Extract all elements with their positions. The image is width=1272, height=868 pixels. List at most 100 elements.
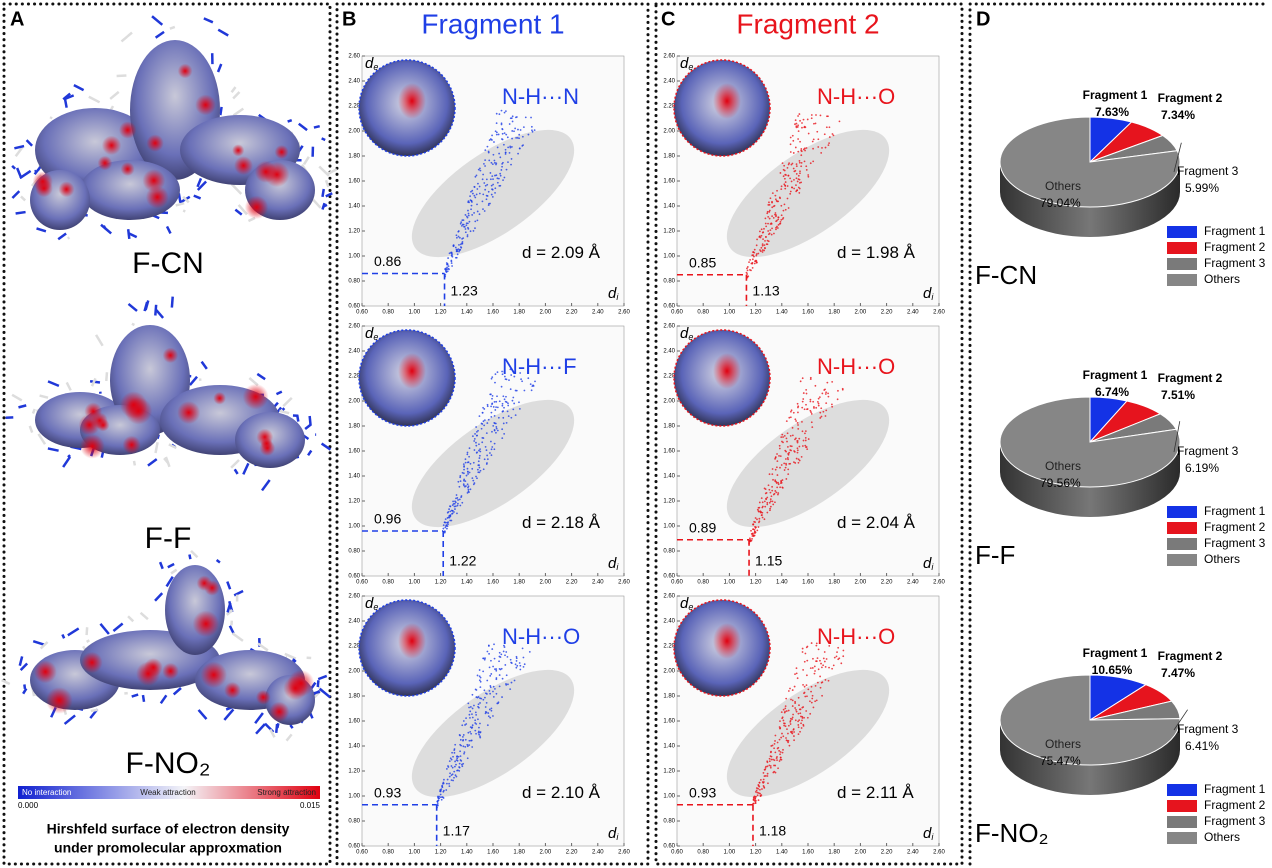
point: [534, 129, 536, 131]
point: [798, 733, 800, 735]
point: [479, 186, 481, 188]
legend-swatch: [1167, 258, 1197, 270]
x-tick-label: 2.20: [881, 850, 893, 856]
point: [472, 724, 474, 726]
contact-spot: [97, 419, 110, 432]
point: [494, 175, 496, 177]
point: [471, 205, 473, 207]
point: [518, 401, 520, 403]
slice-label: Fragment 3: [1177, 164, 1239, 178]
point: [783, 720, 785, 722]
point: [782, 217, 784, 219]
point: [507, 402, 509, 404]
point: [755, 802, 757, 804]
bond: [262, 480, 270, 490]
x-tick-label: 1.20: [750, 310, 762, 316]
point: [503, 144, 505, 146]
point: [522, 136, 524, 138]
point: [793, 450, 795, 452]
point: [475, 714, 477, 716]
point: [811, 421, 813, 423]
y-tick-label: 0.60: [348, 574, 360, 580]
point: [767, 216, 769, 218]
point: [764, 506, 766, 508]
point: [817, 682, 819, 684]
point: [785, 181, 787, 183]
slice-value: 79.04%: [1040, 196, 1081, 210]
point: [467, 468, 469, 470]
y-tick-label: 1.80: [348, 154, 360, 160]
point: [799, 162, 801, 164]
point: [771, 486, 773, 488]
point: [765, 225, 767, 227]
point: [757, 510, 759, 512]
point: [492, 163, 494, 165]
y-tick-label: 1.20: [663, 769, 675, 775]
x-tick-label: 1.60: [802, 850, 814, 856]
de-value: 0.85: [689, 254, 716, 270]
point: [478, 732, 480, 734]
point: [795, 119, 797, 121]
bond: [30, 426, 32, 433]
contact-spot: [162, 663, 179, 680]
y-tick-label: 1.00: [663, 524, 675, 530]
slice-label: Fragment 1: [1083, 368, 1148, 382]
x-tick-label: 0.60: [671, 310, 683, 316]
point: [498, 153, 500, 155]
point: [799, 120, 801, 122]
point: [450, 252, 452, 254]
point: [458, 766, 460, 768]
point: [478, 727, 480, 729]
point: [517, 129, 519, 131]
point: [496, 134, 498, 136]
point: [839, 120, 841, 122]
point: [801, 720, 803, 722]
point: [506, 422, 508, 424]
point: [816, 660, 818, 662]
bond: [156, 442, 158, 453]
point: [482, 193, 484, 195]
point: [833, 664, 835, 666]
point: [447, 511, 449, 513]
point: [474, 176, 476, 178]
surface: [165, 565, 225, 655]
point: [534, 380, 536, 382]
point: [511, 662, 513, 664]
axis-subscript: e: [688, 332, 693, 342]
point: [484, 697, 486, 699]
point: [757, 794, 759, 796]
point: [472, 717, 474, 719]
point: [447, 779, 449, 781]
point: [489, 717, 491, 719]
point: [787, 198, 789, 200]
point: [471, 726, 473, 728]
x-tick-label: 1.00: [409, 580, 421, 586]
di-value: 1.17: [443, 823, 470, 839]
point: [468, 461, 470, 463]
point: [788, 417, 790, 419]
point: [791, 731, 793, 733]
point: [747, 269, 749, 271]
bond: [299, 124, 307, 130]
point: [774, 740, 776, 742]
bond: [65, 99, 67, 108]
y-tick-label: 0.80: [348, 549, 360, 555]
bond: [258, 644, 268, 651]
slice-label: Fragment 2: [1158, 371, 1223, 385]
legend-label: Fragment 2: [1204, 798, 1266, 812]
point: [769, 758, 771, 760]
point: [794, 418, 796, 420]
point: [479, 702, 481, 704]
point: [458, 486, 460, 488]
y-tick-label: 1.00: [663, 794, 675, 800]
point: [468, 740, 470, 742]
point: [776, 460, 778, 462]
point: [770, 197, 772, 199]
point: [777, 492, 779, 494]
point: [453, 245, 455, 247]
point: [503, 433, 505, 435]
point: [801, 127, 803, 129]
bond: [128, 616, 133, 621]
point: [811, 426, 813, 428]
point: [459, 750, 461, 752]
